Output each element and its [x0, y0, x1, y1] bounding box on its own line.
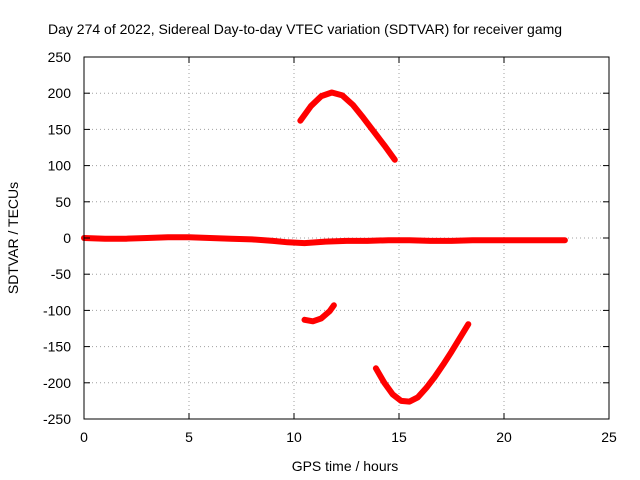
y-tick-label: -100: [43, 302, 71, 318]
y-tick-label: 250: [48, 49, 72, 65]
series-line-2: [297, 89, 398, 163]
series-line-1: [81, 234, 568, 247]
y-tick-label: 100: [48, 158, 72, 174]
series-line-4: [372, 321, 472, 405]
y-tick-label: -250: [43, 411, 71, 427]
y-tick-label: 0: [63, 230, 71, 246]
series-line-3: [301, 302, 337, 325]
x-tick-label: 0: [80, 429, 88, 445]
x-tick-label: 15: [391, 429, 407, 445]
y-tick-label: 150: [48, 121, 72, 137]
x-tick-label: 25: [601, 429, 617, 445]
x-tick-label: 5: [185, 429, 193, 445]
y-tick-label: -50: [51, 266, 71, 282]
x-tick-label: 10: [286, 429, 302, 445]
series-lines: [81, 89, 568, 405]
y-tick-label: -150: [43, 339, 71, 355]
x-axis-label: GPS time / hours: [292, 458, 399, 474]
x-tick-label: 20: [496, 429, 512, 445]
y-axis-label: SDTVAR / TECUs: [5, 182, 21, 294]
chart-title: Day 274 of 2022, Sidereal Day-to-day VTE…: [48, 21, 562, 37]
axis-ticks: 0 5 10 15 20 25 250 200 150 100 50 0 -50 -100 -150 -200…: [43, 49, 617, 445]
y-tick-label: -200: [43, 375, 71, 391]
y-tick-label: 50: [55, 194, 71, 210]
y-tick-label: 200: [48, 85, 72, 101]
